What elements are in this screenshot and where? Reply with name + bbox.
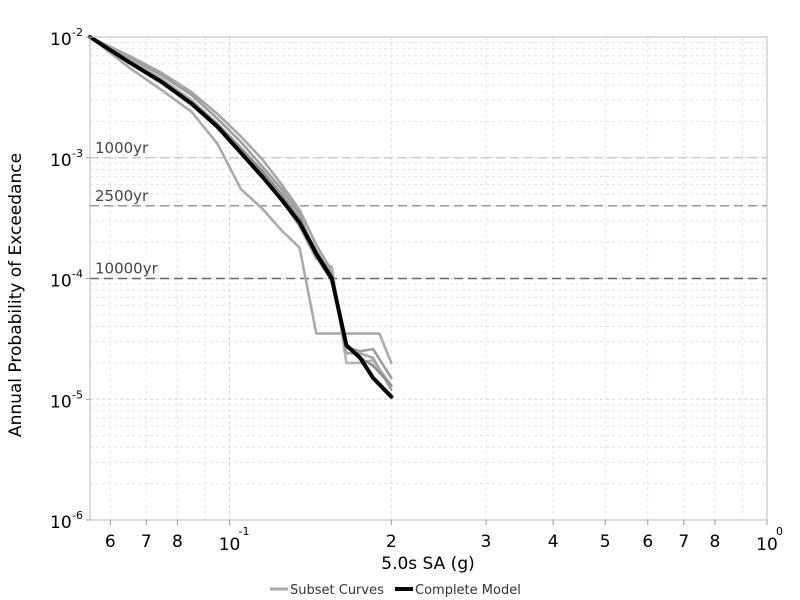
y-tick-exponent: -6: [72, 509, 83, 522]
x-tick-label: 10: [219, 535, 241, 555]
x-tick-exponent: -1: [239, 525, 250, 538]
reference-lines: 1000yr 2500yr 10000yr: [90, 139, 767, 280]
y-axis-title: Annual Probability of Exceedance: [6, 153, 26, 437]
legend-label-complete-model: Complete Model: [415, 583, 521, 598]
x-tick-label: 7: [678, 532, 689, 552]
reference-label-1000yr: 1000yr: [95, 139, 149, 157]
y-tick-label: 10: [50, 30, 72, 50]
series-line-subset-curve: [88, 35, 393, 380]
series-line-complete-model: [88, 35, 394, 399]
x-tick-label: 2: [386, 532, 397, 552]
x-tick-label: 6: [642, 532, 653, 552]
series-line-subset-curve: [88, 35, 393, 365]
y-tick-exponent: -4: [72, 268, 83, 281]
x-tick-exponent: 0: [776, 525, 783, 538]
x-tick-label: 5: [600, 532, 611, 552]
x-tick-label: 6: [105, 532, 116, 552]
legend: Subset Curves Complete Model: [270, 583, 521, 598]
y-tick-exponent: -5: [72, 388, 83, 401]
x-tick-label: 4: [548, 532, 559, 552]
legend-label-subset-curves: Subset Curves: [290, 583, 384, 598]
x-tick-label: 7: [141, 532, 152, 552]
x-tick-label: 8: [710, 532, 721, 552]
x-tick-label: 3: [481, 532, 492, 552]
y-tick-label: 10: [50, 272, 72, 292]
y-tick-label: 10: [50, 151, 72, 171]
data-series: [88, 35, 394, 399]
x-axis-ticks: 6 7 8 10-12 3 4 5 6 7 8 100: [105, 520, 783, 555]
y-tick-label: 10: [50, 392, 72, 412]
x-tick-label: 8: [172, 532, 183, 552]
y-tick-exponent: -2: [72, 26, 83, 39]
y-tick-exponent: -3: [72, 147, 83, 160]
reference-label-10000yr: 10000yr: [95, 260, 159, 278]
x-tick-label: 10: [756, 535, 778, 555]
x-axis-title: 5.0s SA (g): [381, 554, 475, 574]
reference-label-2500yr: 2500yr: [95, 187, 149, 205]
y-axis-ticks: 10-210-310-410-510-6: [50, 26, 90, 533]
y-tick-label: 10: [50, 513, 72, 533]
